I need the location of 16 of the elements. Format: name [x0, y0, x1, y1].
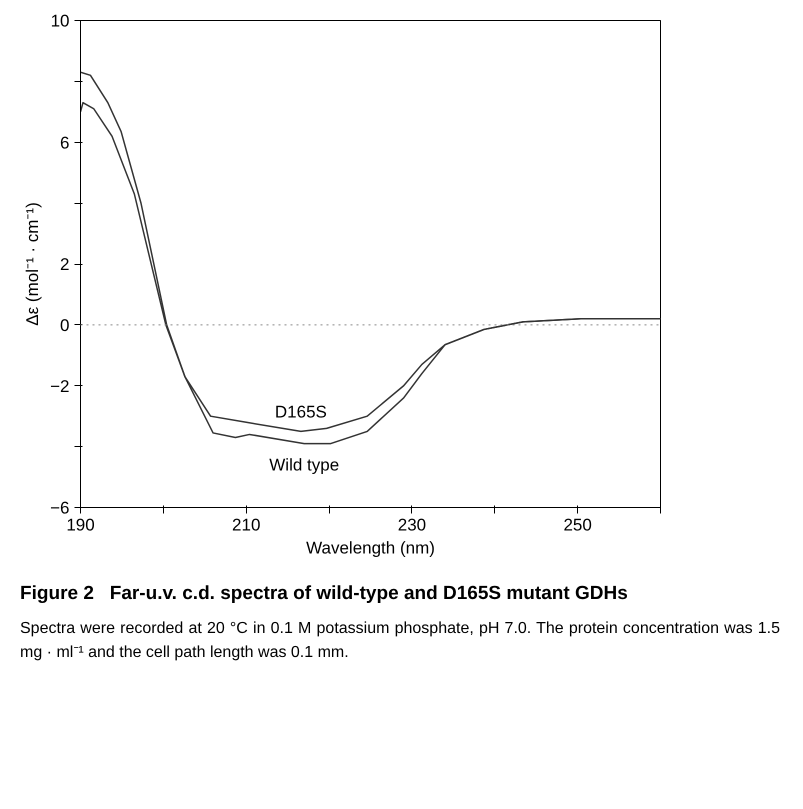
series-label: D165S [274, 402, 327, 422]
y-tick-label: −6 [50, 498, 70, 518]
y-tick-label: 6 [60, 133, 70, 152]
text: Spectra were recorded at 20 °C in 0.1 M potassium phosphate, pH 7.0. The protein concentration was 1.5 mg · ml⁻¹ and the cell path length was 0.1 mm. [20, 619, 780, 664]
text: Figure 2 Far-u.v. c.d. spectra of wild-type and D165S mutant GDHs [20, 582, 628, 606]
x-axis-title: Wavelength (nm) [306, 538, 435, 558]
y-axis-title: Δε (mol⁻¹ · cm⁻¹) [23, 202, 42, 326]
x-tick-label: 230 [398, 516, 426, 534]
y-tick-label: 10 [50, 12, 70, 30]
y-tick-label: 2 [60, 255, 70, 274]
x-tick-label: 250 [563, 516, 592, 534]
y-tick-label: −2 [50, 376, 70, 396]
series-label: Wild type [269, 456, 340, 475]
x-tick-label: 190 [66, 516, 95, 534]
x-tick-label: 210 [232, 516, 260, 534]
y-tick-label: 0 [60, 316, 70, 335]
